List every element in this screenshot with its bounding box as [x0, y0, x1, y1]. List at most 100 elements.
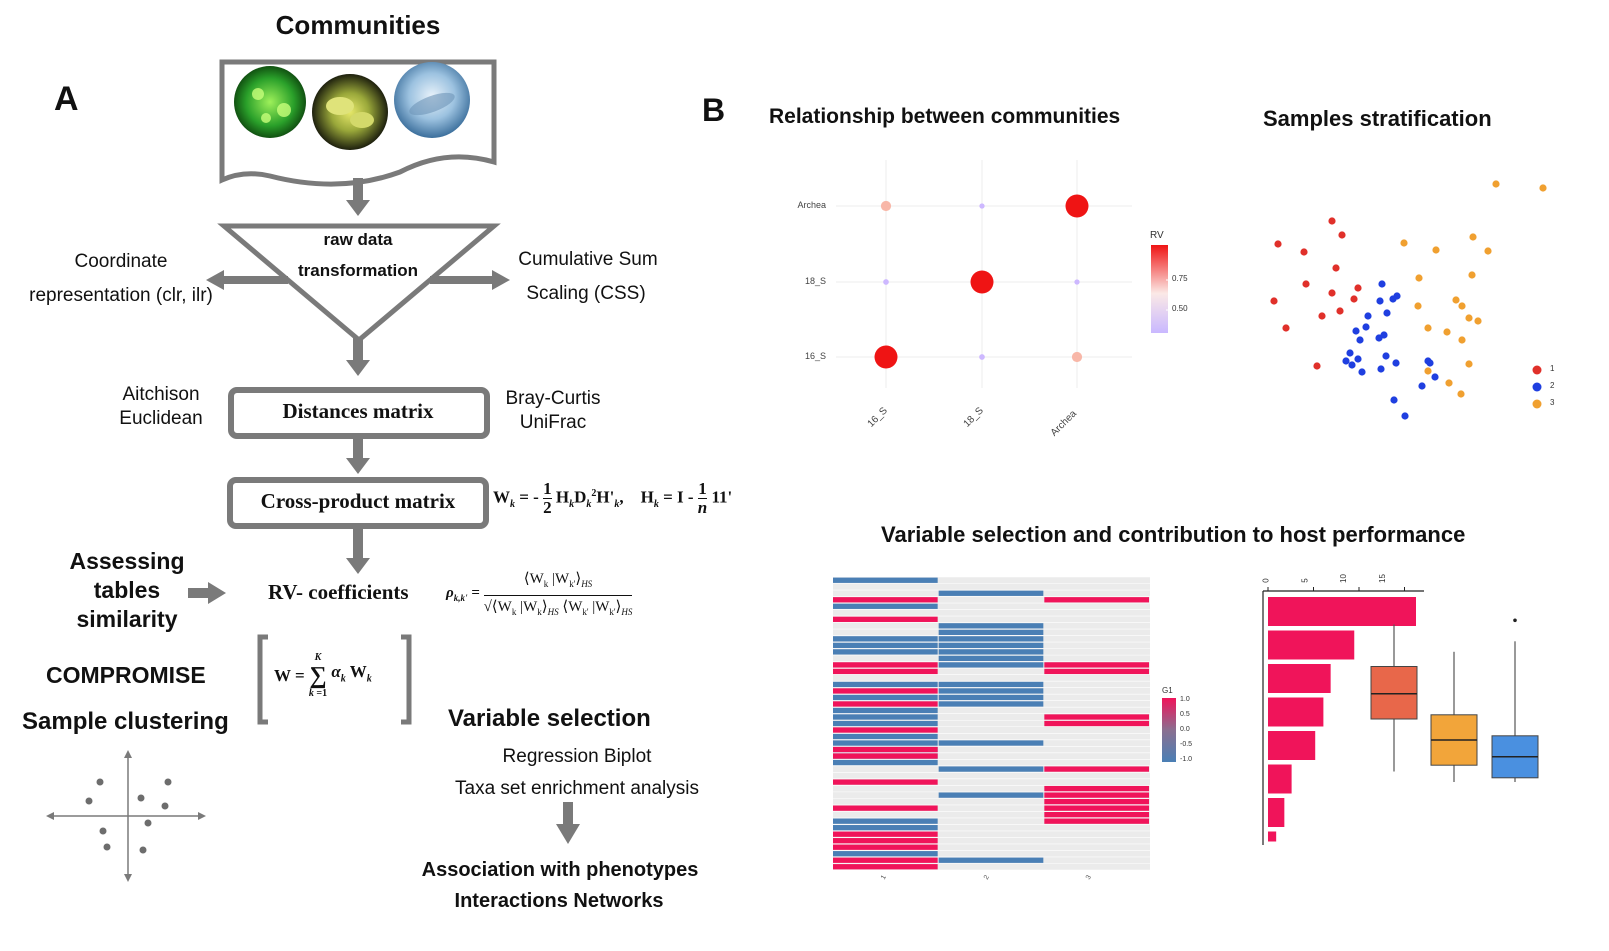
heatmap-cell: [1044, 818, 1149, 824]
css-line-1: Cumulative Sum: [518, 249, 658, 270]
flow-arrows: [188, 178, 580, 844]
heatmap-cell: [938, 740, 1044, 746]
heatmap-cell: [833, 662, 938, 668]
heatmap-cell: [938, 694, 1044, 701]
bar-tick-5: 5: [1300, 578, 1310, 583]
heatmap-cell: [833, 694, 938, 701]
sample-point-cluster-3: [1443, 328, 1451, 336]
heatmap-cell: [1044, 805, 1149, 811]
sample-point-cluster-3: [1468, 271, 1476, 279]
microbe-image-yeast: [312, 74, 388, 150]
contribution-bar: [1268, 664, 1331, 693]
compromise-label: COMPROMISE: [46, 662, 206, 688]
sample-point-cluster-3: [1400, 239, 1408, 247]
heatmap-cell: [938, 766, 1044, 772]
relationship-title: Relationship between communities: [769, 105, 1121, 128]
coordinate-line-2: representation (clr, ilr): [29, 285, 213, 306]
compromise-brackets: [257, 634, 412, 725]
heatmap-cell: [833, 857, 938, 863]
sample-point-cluster-3: [1424, 324, 1432, 332]
contribution-bar-chart: [1262, 587, 1424, 845]
transformation-funnel: [217, 223, 501, 344]
heatmap-cell: [1044, 812, 1149, 818]
heatmap-cell: [938, 681, 1044, 688]
rv-bubble: [874, 345, 898, 369]
sample-point-cluster-1: [1350, 295, 1358, 303]
sample-point-cluster-3: [1539, 184, 1547, 192]
heatmap-cell: [938, 655, 1044, 662]
boxplot-box: [1370, 666, 1418, 720]
sample-point-cluster-1: [1328, 217, 1336, 225]
sample-point-cluster-2: [1352, 327, 1360, 335]
variable-heatmap: [833, 576, 1150, 871]
heatmap-cell: [833, 805, 938, 811]
association-label: Association with phenotypes: [421, 859, 699, 881]
sample-point-cluster-2: [1348, 361, 1356, 369]
rv-bubble: [880, 200, 892, 212]
sample-point-cluster-2: [1356, 336, 1364, 344]
sample-point-cluster-2: [1418, 382, 1426, 390]
sample-point-cluster-3: [1465, 314, 1473, 322]
interactions-label: Interactions Networks: [454, 890, 664, 912]
rv-legend-title: RV: [1150, 230, 1164, 241]
heatmap-cell: [833, 701, 938, 707]
sample-point-cluster-3: [1484, 247, 1492, 255]
heatmap-cell: [938, 636, 1044, 642]
heatmap-cell: [938, 857, 1044, 863]
rv-ytick-18s: 18_S: [804, 276, 826, 286]
heatmap-cell: [833, 642, 938, 649]
heatmap-cell: [833, 746, 938, 753]
css-line-2: Scaling (CSS): [526, 283, 646, 304]
contribution-bar: [1268, 798, 1285, 827]
heatmap-cell: [833, 825, 938, 831]
sample-point-cluster-2: [1376, 297, 1384, 305]
sample-point-cluster-1: [1318, 312, 1326, 320]
sample-clustering-plot: [46, 750, 206, 882]
sample-point-cluster-1: [1300, 248, 1308, 256]
rv-bubble: [979, 203, 985, 209]
heatmap-cell: [833, 851, 938, 857]
sample-point-cluster-3: [1424, 367, 1432, 375]
contribution-bar: [1268, 764, 1292, 794]
g1-legend-title: G1: [1162, 686, 1173, 695]
g1-tick-m1: -1.0: [1180, 756, 1193, 763]
stratification-title: Samples stratification: [1263, 106, 1492, 131]
contribution-bar: [1268, 697, 1324, 727]
panel-a-letter: A: [54, 80, 79, 118]
g1-tick-0: 0.0: [1180, 726, 1190, 733]
sample-point-cluster-1: [1328, 289, 1336, 297]
aitchison-label: Aitchison: [122, 384, 200, 405]
sample-point-cluster-2: [1389, 295, 1397, 303]
heatmap-cell: [1044, 785, 1149, 792]
sample-point-cluster-1: [1354, 284, 1362, 292]
heatmap-cell: [833, 616, 938, 622]
sample-point-cluster-2: [1364, 312, 1372, 320]
sample-point-cluster-3: [1469, 233, 1477, 241]
heatmap-cell: [938, 590, 1044, 596]
sample-point-cluster-3: [1432, 246, 1440, 254]
samples-stratification-plot: [1270, 180, 1547, 420]
sample-point-cluster-3: [1457, 390, 1465, 398]
heatmap-cell: [833, 753, 938, 759]
assessing-line-1: Assessing: [69, 548, 185, 574]
assessing-line-2: tables: [93, 577, 161, 603]
sample-point-cluster-1: [1336, 307, 1344, 315]
bar-tick-10: 10: [1338, 574, 1348, 583]
rv-legend-tick-050: 0.50: [1172, 304, 1188, 313]
contribution-bar: [1268, 597, 1416, 626]
boxplot-outlier: [1513, 618, 1517, 623]
distances-box-label: Distances matrix: [282, 399, 434, 423]
g1-tick-1: 1.0: [1180, 696, 1190, 703]
heatmap-cell: [833, 707, 938, 714]
contribution-bar: [1268, 630, 1355, 660]
compromise-equation: W = K ∑ k =1 αk Wk: [274, 652, 372, 699]
heatmap-cell: [833, 668, 938, 675]
sample-point-cluster-1: [1302, 280, 1310, 288]
sample-point-cluster-3: [1414, 302, 1422, 310]
cluster-legend-3: 3: [1550, 398, 1555, 407]
heatmap-cell: [1044, 714, 1149, 720]
sample-point-cluster-1: [1274, 240, 1282, 248]
heatmap-cell: [833, 649, 938, 655]
rv-bubble-plot: [836, 160, 1132, 388]
sample-point-cluster-2: [1375, 334, 1383, 342]
